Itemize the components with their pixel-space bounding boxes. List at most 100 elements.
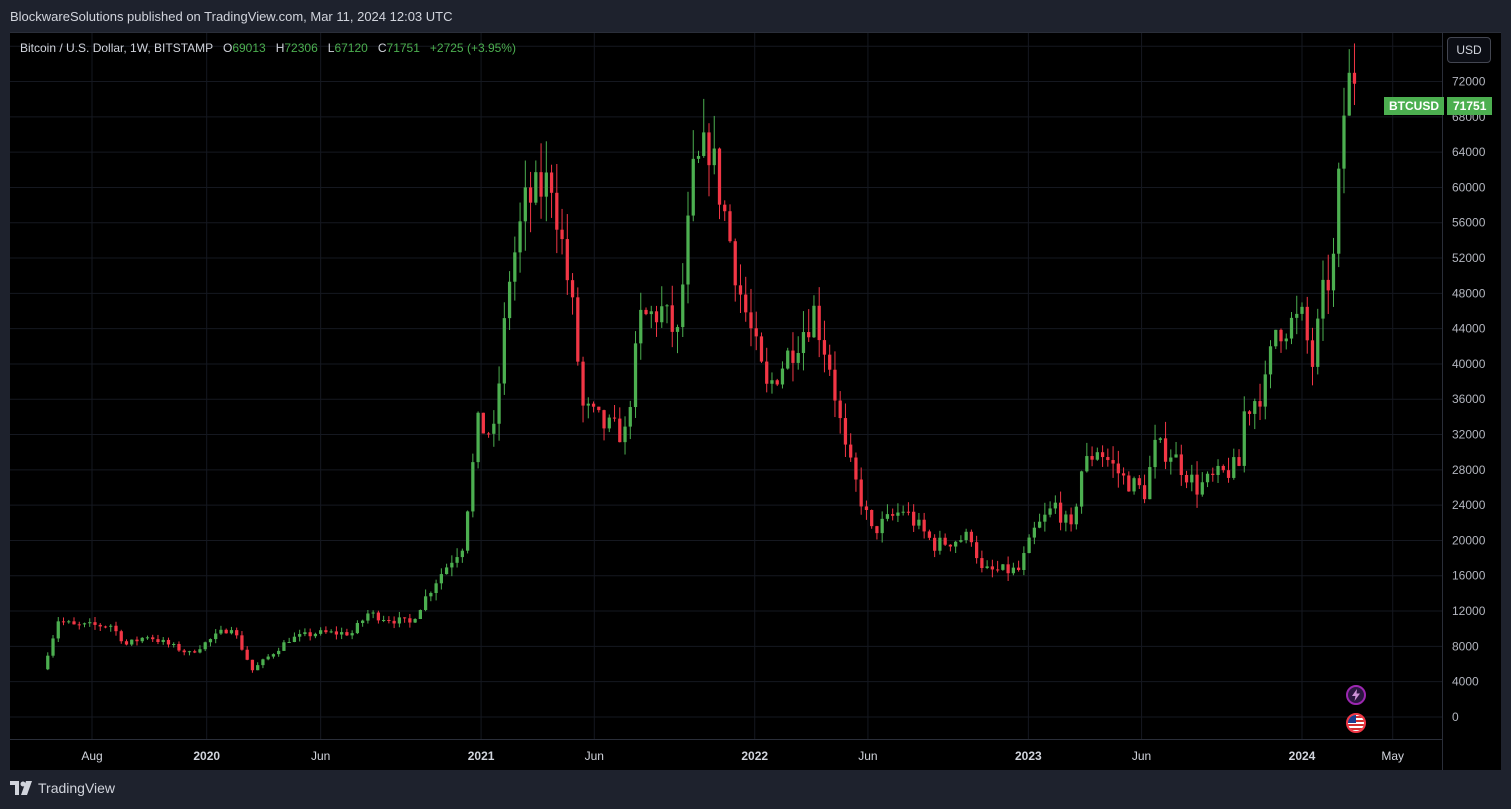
us-flag-icon[interactable] (1346, 713, 1366, 733)
candle-body (371, 612, 375, 614)
candle-body (654, 311, 659, 323)
candle-body (681, 284, 685, 328)
candle-body (72, 621, 76, 625)
candle-body (119, 631, 123, 642)
candle-body (817, 305, 821, 341)
symbol-label[interactable]: Bitcoin / U.S. Dollar, 1W, BITSTAMP (20, 41, 213, 55)
candle-body (843, 418, 848, 445)
candle-body (1321, 279, 1325, 319)
candle-body (193, 651, 197, 653)
ohlc-legend: Bitcoin / U.S. Dollar, 1W, BITSTAMP O690… (20, 41, 516, 55)
candle-body (696, 155, 701, 159)
candle-body (670, 305, 674, 332)
candle-body (82, 623, 87, 625)
candle-body (901, 511, 905, 513)
time-tick-label: Aug (81, 749, 102, 763)
candle-body (366, 613, 370, 621)
price-tick-label: 32000 (1452, 428, 1486, 442)
candle-body (807, 332, 811, 338)
candle-body (308, 632, 312, 637)
candle-body (1153, 439, 1157, 468)
candle-body (1279, 329, 1283, 342)
candle-body (502, 318, 506, 384)
candle-body (780, 368, 785, 385)
price-tick-label: 40000 (1452, 357, 1486, 371)
candle-body (1190, 474, 1194, 483)
candle-body (875, 526, 879, 534)
candle-body (93, 622, 97, 625)
candle-body (591, 403, 596, 407)
candle-body (135, 639, 139, 642)
candle-body (471, 462, 475, 512)
candle-body (282, 642, 286, 651)
candle-body (612, 417, 617, 419)
lightning-icon[interactable] (1346, 685, 1366, 705)
candle-body (633, 343, 638, 408)
candle-body (1347, 72, 1351, 116)
candle-body (623, 426, 627, 443)
price-tick-label: 16000 (1452, 569, 1486, 583)
candle-body (1326, 279, 1330, 291)
candle-body (954, 541, 958, 547)
price-tick-label: 48000 (1452, 286, 1486, 300)
candle-body (507, 281, 512, 319)
candle-body (151, 637, 155, 640)
candle-body (235, 630, 239, 636)
candle-body (549, 172, 554, 193)
candle-body (114, 625, 118, 632)
time-tick-label: 2021 (468, 749, 495, 763)
time-tick-label: 2022 (741, 749, 768, 763)
candle-body (182, 650, 186, 653)
candle-body (581, 361, 585, 406)
candle-body (759, 336, 764, 362)
candle-body (1337, 168, 1341, 254)
last-price-symbol: BTCUSD (1384, 97, 1444, 115)
candle-body (397, 617, 401, 624)
candle-body (528, 187, 533, 203)
candle-body (523, 187, 527, 222)
candle-body (775, 380, 779, 385)
candle-body (203, 642, 207, 650)
candle-body (1016, 567, 1021, 570)
candle-body (214, 633, 218, 640)
candle-body (975, 542, 979, 559)
candle-body (1316, 318, 1320, 367)
candle-body (539, 172, 543, 197)
candle-body (707, 132, 711, 166)
candle-body (418, 610, 422, 620)
legend-close: C71751 (377, 41, 420, 55)
candle-body (1001, 564, 1005, 570)
currency-button[interactable]: USD (1447, 37, 1491, 63)
tradingview-logo[interactable]: TradingView (10, 780, 115, 796)
candle-body (408, 618, 412, 623)
price-tick-label: 20000 (1452, 533, 1486, 547)
candle-body (271, 654, 276, 657)
candle-body (1048, 508, 1052, 515)
candle-body (345, 632, 349, 636)
candle-body (324, 630, 328, 633)
candle-body (130, 639, 134, 645)
candle-body (1274, 329, 1278, 347)
price-chart[interactable]: 0 4000 8000 12000 16000 20000 24000 28000 32000 3… (10, 33, 1501, 771)
candle-body (1006, 564, 1010, 574)
candle-body (607, 417, 611, 429)
time-tick-label: 2020 (193, 749, 220, 763)
candle-body (675, 327, 680, 332)
candle-body (1053, 502, 1057, 509)
candle-body (103, 626, 108, 628)
candle-body (969, 531, 974, 543)
candle-body (1174, 454, 1178, 458)
candle-body (618, 418, 622, 443)
candle-body (1211, 473, 1215, 476)
candle-body (686, 215, 690, 285)
candle-body (1289, 317, 1294, 339)
chart-panel[interactable]: 0 4000 8000 12000 16000 20000 24000 28000 32000 3… (10, 32, 1501, 771)
time-tick-label: 2024 (1289, 749, 1316, 763)
candle-body (922, 519, 926, 532)
candle-body (219, 629, 223, 634)
candle-body (597, 406, 601, 411)
price-tick-label: 52000 (1452, 251, 1486, 265)
candle-body (402, 617, 407, 619)
candle-body (208, 639, 213, 643)
candle-body (481, 412, 485, 434)
